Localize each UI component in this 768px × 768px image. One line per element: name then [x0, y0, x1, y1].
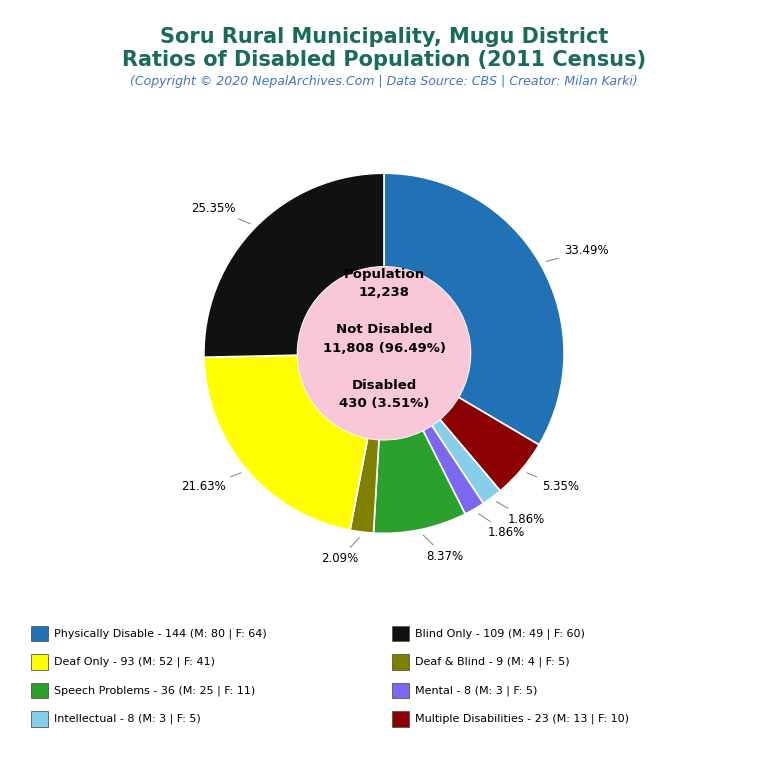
- Wedge shape: [204, 355, 368, 530]
- Text: 25.35%: 25.35%: [191, 202, 250, 223]
- Text: 5.35%: 5.35%: [527, 473, 579, 493]
- Text: Physically Disable - 144 (M: 80 | F: 64): Physically Disable - 144 (M: 80 | F: 64): [54, 628, 266, 639]
- Wedge shape: [432, 419, 500, 504]
- Text: Soru Rural Municipality, Mugu District: Soru Rural Municipality, Mugu District: [160, 27, 608, 47]
- Text: 1.86%: 1.86%: [497, 502, 545, 525]
- Wedge shape: [423, 425, 483, 514]
- Text: Multiple Disabilities - 23 (M: 13 | F: 10): Multiple Disabilities - 23 (M: 13 | F: 1…: [415, 713, 629, 724]
- Text: 8.37%: 8.37%: [423, 535, 463, 562]
- Wedge shape: [384, 174, 564, 445]
- Text: (Copyright © 2020 NepalArchives.Com | Data Source: CBS | Creator: Milan Karki): (Copyright © 2020 NepalArchives.Com | Da…: [130, 75, 638, 88]
- Text: Ratios of Disabled Population (2011 Census): Ratios of Disabled Population (2011 Cens…: [122, 50, 646, 70]
- Circle shape: [297, 266, 471, 440]
- Text: 2.09%: 2.09%: [321, 538, 359, 565]
- Wedge shape: [373, 430, 465, 533]
- Text: Mental - 8 (M: 3 | F: 5): Mental - 8 (M: 3 | F: 5): [415, 685, 537, 696]
- Text: 33.49%: 33.49%: [546, 244, 608, 261]
- Text: Deaf & Blind - 9 (M: 4 | F: 5): Deaf & Blind - 9 (M: 4 | F: 5): [415, 657, 569, 667]
- Wedge shape: [440, 397, 539, 491]
- Text: 1.86%: 1.86%: [478, 514, 525, 539]
- Text: Blind Only - 109 (M: 49 | F: 60): Blind Only - 109 (M: 49 | F: 60): [415, 628, 584, 639]
- Text: Population
12,238

Not Disabled
11,808 (96.49%)

Disabled
430 (3.51%): Population 12,238 Not Disabled 11,808 (9…: [323, 267, 445, 410]
- Wedge shape: [204, 174, 384, 357]
- Text: 21.63%: 21.63%: [181, 473, 241, 493]
- Text: Intellectual - 8 (M: 3 | F: 5): Intellectual - 8 (M: 3 | F: 5): [54, 713, 200, 724]
- Text: Deaf Only - 93 (M: 52 | F: 41): Deaf Only - 93 (M: 52 | F: 41): [54, 657, 215, 667]
- Wedge shape: [350, 439, 379, 533]
- Text: Speech Problems - 36 (M: 25 | F: 11): Speech Problems - 36 (M: 25 | F: 11): [54, 685, 255, 696]
